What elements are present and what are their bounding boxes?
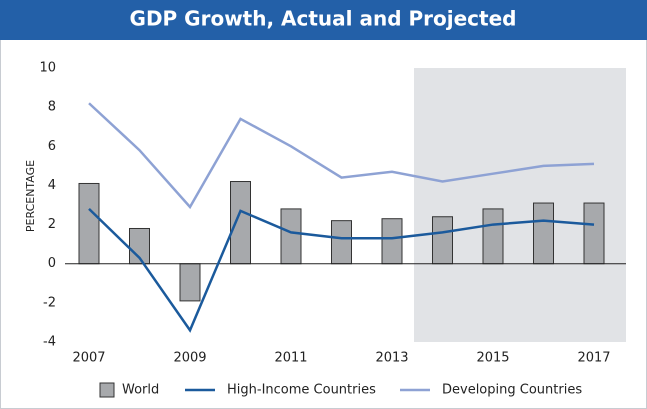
- bar: [78, 182, 100, 265]
- legend-label: World: [122, 383, 159, 398]
- y-tick-label: 6: [48, 139, 56, 154]
- y-tick-label: -2: [43, 295, 56, 310]
- line-series: [88, 208, 595, 333]
- legend-label: Developing Countries: [442, 383, 582, 398]
- x-tick-label: 2009: [173, 351, 206, 366]
- title-bar: [0, 0, 647, 40]
- bar: [482, 208, 504, 265]
- y-tick-label: 8: [48, 100, 56, 115]
- legend-swatch: [99, 382, 115, 398]
- bar: [381, 218, 403, 265]
- bar: [230, 181, 251, 265]
- x-tick-label: 2011: [274, 351, 307, 366]
- x-tick-label: 2017: [577, 351, 610, 366]
- x-tick-label: 2013: [375, 351, 408, 366]
- x-tick-label: 2015: [476, 351, 509, 366]
- bar: [179, 263, 201, 302]
- bar: [533, 202, 554, 265]
- bar: [280, 208, 302, 265]
- y-tick-label: 10: [39, 61, 56, 76]
- x-tick-label: 2007: [72, 351, 105, 366]
- bar: [583, 202, 605, 265]
- y-axis-label: PERCENTAGE: [24, 160, 37, 232]
- line-series: [88, 102, 595, 210]
- bar: [432, 216, 453, 265]
- legend-label: High-Income Countries: [227, 383, 376, 398]
- bar: [331, 220, 352, 265]
- y-tick-label: -4: [43, 335, 56, 350]
- chart-title: GDP Growth, Actual and Projected: [130, 7, 517, 31]
- y-tick-label: 2: [48, 217, 56, 232]
- y-tick-label: 0: [48, 256, 56, 271]
- y-tick-label: 4: [48, 178, 56, 193]
